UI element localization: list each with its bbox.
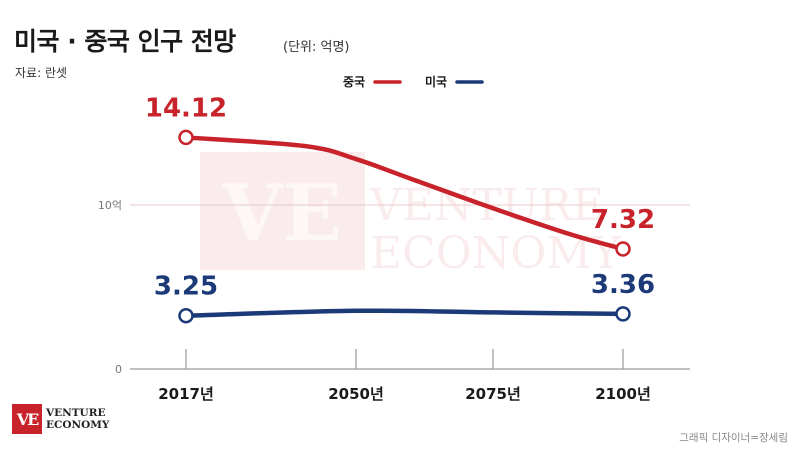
data-label: 3.36: [591, 270, 655, 300]
data-label: 3.25: [154, 272, 218, 302]
watermark-logo-mark: VE: [221, 168, 342, 259]
series-lines: [183, 135, 626, 318]
x-tick-label: 2075년: [465, 385, 521, 403]
y-tick-label: 10억: [98, 199, 122, 212]
legend: 중국 미국: [343, 74, 484, 89]
source-label: 자료: 란셋: [15, 66, 68, 80]
series-line-1: [183, 308, 626, 318]
logo-mark: VE: [12, 404, 42, 434]
designer-credit: 그래픽 디자이너=장세림: [679, 432, 788, 444]
watermark: VE VENTURE ECONOMY: [200, 152, 621, 279]
data-label: 14.12: [145, 93, 227, 123]
logo-line1: VENTURE: [46, 407, 106, 419]
series-line-0: [183, 135, 626, 252]
data-label: 7.32: [591, 205, 655, 235]
series-markers: [178, 129, 631, 324]
watermark-logo-block: [200, 152, 365, 270]
x-tick-labels: 2017년 2050년 2075년 2100년: [158, 385, 651, 403]
footer-logo: VE VENTURE ECONOMY: [12, 404, 109, 434]
legend-label: 중국: [343, 75, 365, 89]
data-point-marker: [178, 307, 194, 324]
data-labels: 14.12 7.32 3.25 3.36: [145, 93, 655, 301]
data-point-marker: [178, 129, 194, 146]
watermark-line2: ECONOMY: [370, 228, 621, 279]
data-point-marker: [615, 306, 631, 322]
x-tick-label: 2017년: [158, 385, 214, 403]
logo-line2: ECONOMY: [46, 419, 110, 431]
page-title: 미국 · 중국 인구 전망: [14, 27, 236, 56]
x-axis: [130, 349, 690, 370]
y-tick-labels: 0 10억: [98, 199, 122, 376]
x-tick-label: 2100년: [595, 385, 651, 403]
legend-label: 미국: [425, 74, 447, 89]
x-tick-label: 2050년: [328, 385, 384, 403]
logo-text: VENTURE ECONOMY: [46, 407, 109, 431]
y-tick-label: 0: [115, 363, 122, 376]
data-point-marker: [615, 241, 631, 257]
unit-label: (단위: 억명): [283, 40, 350, 55]
